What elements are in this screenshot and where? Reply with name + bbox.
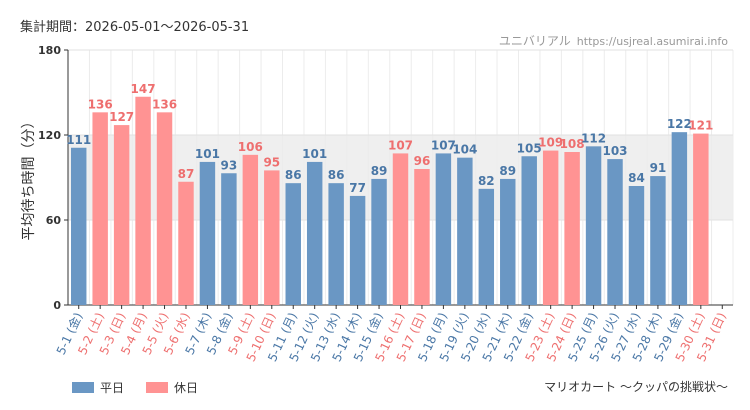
y-tick-label: 120 [38, 129, 61, 142]
bar [500, 178, 516, 305]
bar-value-label: 112 [581, 131, 606, 145]
bar [478, 188, 495, 305]
bar-value-label: 106 [238, 140, 263, 154]
bar-value-label: 93 [221, 158, 238, 172]
bar-value-label: 95 [263, 155, 280, 169]
bar [693, 133, 709, 305]
bar [671, 132, 688, 305]
y-tick-label: 60 [46, 214, 62, 227]
legend-item-holiday: 休日 [146, 379, 198, 396]
y-tick-label: 0 [53, 299, 61, 312]
bar [156, 112, 173, 305]
bar [242, 154, 259, 305]
legend-label-weekday: 平日 [100, 381, 125, 395]
bar-value-label: 108 [560, 137, 585, 151]
bar-value-label: 109 [538, 136, 563, 150]
bar [607, 159, 623, 305]
bar [306, 161, 323, 305]
bar-value-label: 107 [431, 138, 456, 152]
bar [564, 152, 580, 305]
bar [371, 178, 387, 305]
bar-value-label: 89 [371, 164, 388, 178]
bar [71, 147, 87, 305]
bar [521, 156, 537, 305]
bar-value-label: 101 [302, 147, 327, 161]
bar-value-label: 87 [178, 167, 195, 181]
y-tick-label: 180 [38, 44, 61, 57]
bar [221, 173, 237, 305]
brand-name: ユニバリアル [498, 34, 571, 48]
bar-value-label: 86 [285, 168, 302, 182]
legend-label-holiday: 休日 [174, 381, 199, 395]
bar-value-label: 89 [499, 164, 516, 178]
period-label: 集計期間：2026-05-01〜2026-05-31 [20, 20, 250, 35]
bar [435, 153, 452, 305]
bar [628, 186, 645, 305]
bar [542, 150, 559, 305]
legend-swatch-weekday [72, 382, 94, 393]
brand-url: https://usjreal.asumirai.info [576, 35, 728, 48]
bar-value-label: 86 [328, 168, 345, 182]
bar-value-label: 136 [88, 97, 113, 111]
bar-value-label: 103 [602, 144, 627, 158]
bar-value-label: 136 [152, 97, 177, 111]
bar [650, 176, 666, 305]
bar-value-label: 122 [667, 117, 692, 131]
bar-value-label: 91 [650, 161, 667, 175]
bar-value-label: 121 [688, 119, 713, 133]
bar [585, 146, 602, 305]
y-axis-title: 平均待ち時間（分） [21, 115, 37, 241]
bar-value-label: 82 [478, 174, 495, 188]
bar [328, 183, 344, 305]
bar [264, 170, 280, 305]
bar [285, 183, 301, 305]
legend: 平日 休日 [72, 379, 198, 396]
bar-value-label: 107 [388, 138, 413, 152]
bar-value-label: 104 [452, 143, 477, 157]
bar-value-label: 101 [195, 147, 220, 161]
bar [457, 157, 473, 305]
bar-value-label: 105 [517, 141, 542, 155]
bar [349, 195, 366, 305]
attraction-name: マリオカート 〜クッパの挑戦状〜 [544, 380, 728, 394]
bar [113, 125, 130, 305]
bar-value-label: 111 [66, 133, 91, 147]
legend-swatch-holiday [146, 382, 169, 393]
bar-value-label: 147 [131, 82, 156, 96]
bar [178, 181, 194, 305]
bar [92, 112, 108, 305]
bar [414, 169, 430, 305]
bar [392, 153, 409, 305]
bar-value-label: 96 [414, 154, 431, 168]
bar [199, 161, 216, 305]
brand-watermark: ユニバリアル https://usjreal.asumirai.info [499, 32, 728, 49]
bar-value-label: 77 [349, 181, 366, 195]
bar [135, 96, 151, 305]
bar-value-label: 84 [628, 171, 645, 185]
legend-item-weekday: 平日 [72, 379, 124, 396]
bar-value-label: 127 [109, 110, 134, 124]
